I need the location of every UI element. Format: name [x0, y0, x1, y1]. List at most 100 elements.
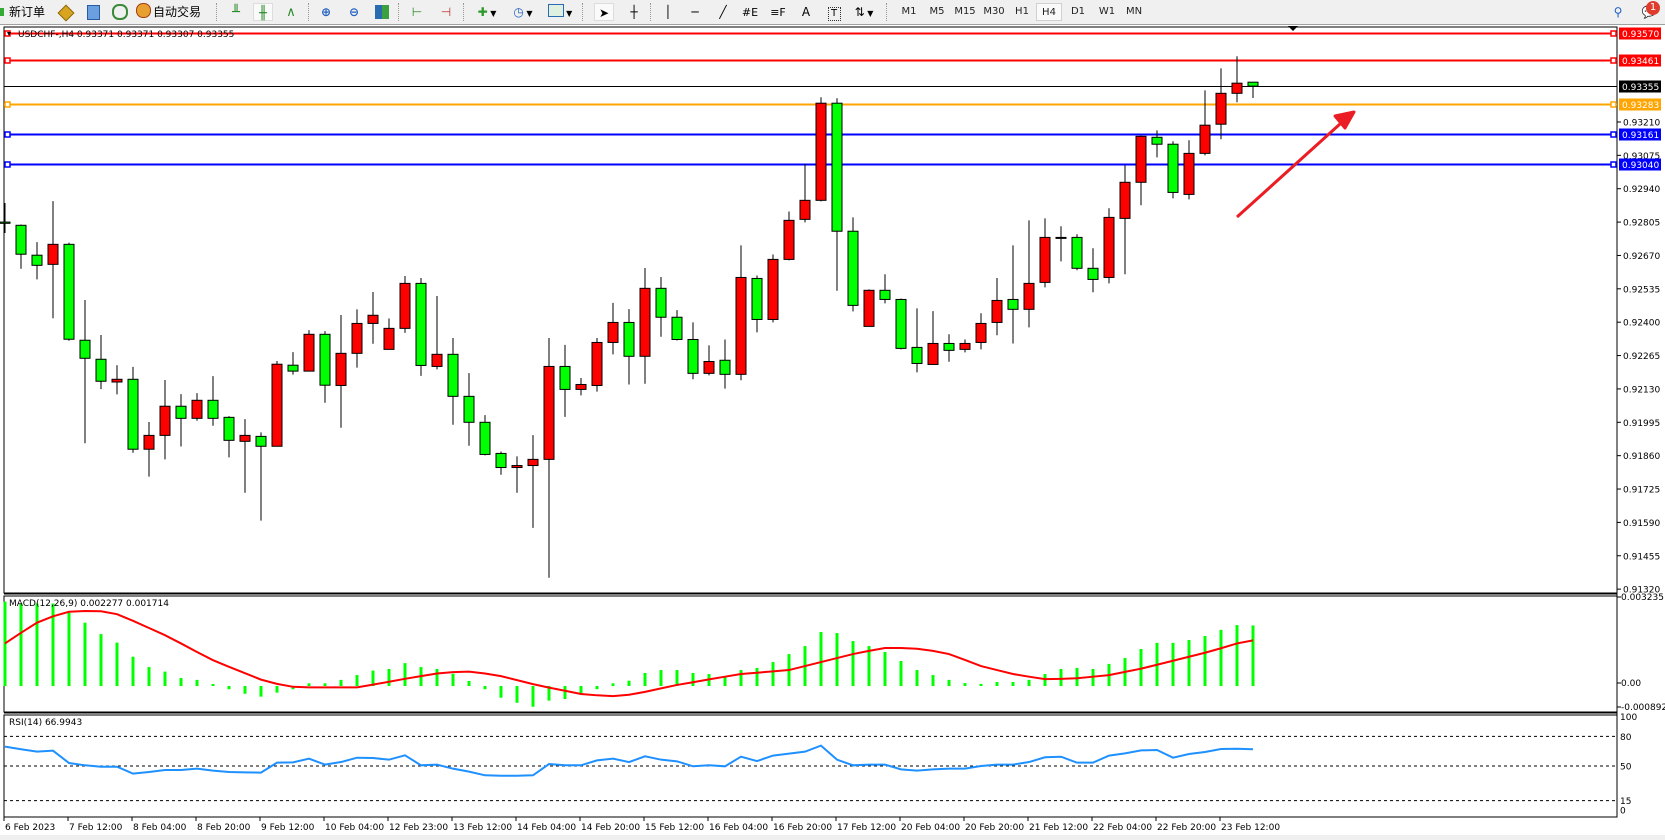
candle: [1199, 90, 1211, 156]
candle: [591, 338, 603, 392]
candle-body: [0, 221, 11, 224]
macd-histogram-bar: [99, 634, 103, 686]
vertical-line-button[interactable]: │: [658, 3, 678, 21]
horizontal-level-line[interactable]: 0.93283: [4, 98, 1661, 112]
separator: [650, 3, 653, 21]
chart-shift-button[interactable]: ⊣: [436, 3, 456, 21]
cursor-icon: ➤: [598, 6, 610, 20]
candle: [943, 334, 955, 362]
horizontal-level-line[interactable]: 0.93161: [4, 128, 1661, 142]
fibonacci-button[interactable]: ≡F: [768, 3, 788, 21]
macd-histogram-bar: [819, 632, 823, 686]
zoom-in-button[interactable]: ⊕: [316, 3, 336, 21]
macd-histogram-bar: [1075, 667, 1079, 686]
current-price-line[interactable]: 0.93355: [4, 80, 1661, 94]
macd-histogram-bar: [371, 670, 375, 686]
trend-arrow[interactable]: [1235, 110, 1356, 219]
bar-chart-button[interactable]: ╨: [226, 3, 246, 21]
timeframe-m30-button[interactable]: M30: [983, 6, 1005, 17]
price-tick-label: 0.91860: [1623, 452, 1660, 462]
timeframe-w1-button[interactable]: W1: [1098, 6, 1116, 17]
timeframe-m1-button[interactable]: M1: [901, 6, 917, 17]
candle: [1231, 56, 1243, 103]
macd-histogram-bar: [1235, 625, 1239, 686]
templates-dropdown[interactable]: ▼: [545, 3, 575, 21]
equidistant-channel-button[interactable]: #E: [740, 3, 760, 21]
macd-histogram-bar: [355, 675, 359, 686]
candle-body: [863, 289, 875, 327]
notifications-button[interactable]: 💬1: [1636, 1, 1662, 21]
chevron-down-icon: ▼: [523, 9, 533, 18]
auto-scroll-button[interactable]: ⊢: [407, 3, 427, 21]
time-axis-label: 10 Feb 04:00: [325, 823, 384, 833]
candle: [31, 242, 43, 280]
price-label-bg: [1619, 80, 1661, 93]
periods-dropdown[interactable]: ◷ ▼: [508, 3, 538, 21]
macd-histogram-bar: [211, 684, 215, 686]
candle-body: [303, 333, 315, 372]
timeframe-m15-button[interactable]: M15: [954, 6, 976, 17]
tile-windows-icon: [375, 5, 389, 19]
horizontal-level-line[interactable]: 0.93570: [4, 27, 1661, 41]
arrows-dropdown[interactable]: ⇅ ▼: [850, 3, 878, 21]
candle: [575, 378, 587, 396]
macd-axis-label: 0.003235: [1621, 593, 1664, 603]
candle-body: [1119, 181, 1131, 219]
text-tool-button[interactable]: A: [796, 3, 816, 21]
chart-canvas[interactable]: 0.93210 0.93075 0.92940 0.92805 0.92670 0.925…: [0, 25, 1665, 835]
chart-shift-marker-icon[interactable]: [1288, 26, 1298, 31]
candle: [719, 339, 731, 389]
market-watch-button[interactable]: [56, 3, 76, 22]
search-button[interactable]: ⚲: [1608, 3, 1628, 21]
macd-histogram-bar: [451, 673, 455, 686]
candle-body: [735, 276, 747, 375]
zoom-out-button[interactable]: ⊖: [344, 3, 364, 21]
tile-windows-button[interactable]: [372, 3, 392, 21]
timeframe-h4-button[interactable]: H4: [1036, 3, 1062, 21]
data-window-button[interactable]: [83, 3, 103, 21]
navigator-button[interactable]: [110, 3, 130, 21]
zoom-in-icon: ⊕: [320, 5, 332, 19]
chart-menu-triangle-icon[interactable]: [7, 32, 11, 36]
candle-body: [111, 378, 123, 383]
bar-chart-icon: ╨: [232, 5, 240, 20]
new-order-button[interactable]: 新订单: [6, 3, 48, 21]
macd-histogram-bar: [755, 667, 759, 686]
candle-body: [1215, 92, 1227, 125]
separator: [582, 3, 585, 21]
macd-histogram-bar: [947, 679, 951, 686]
horizontal-level-line[interactable]: 0.93461: [4, 54, 1661, 68]
timeframe-mn-button[interactable]: MN: [1125, 6, 1143, 17]
indicators-dropdown[interactable]: ✚ ▼: [472, 3, 502, 21]
level-handle-icon: [1610, 57, 1617, 64]
candlestick-chart-button[interactable]: ╫: [253, 3, 273, 21]
notification-badge: 1: [1646, 1, 1660, 15]
horizontal-line-button[interactable]: ─: [685, 3, 705, 21]
candle-body: [367, 314, 379, 324]
candle: [991, 277, 1003, 336]
rsi-axis-label: 0: [1620, 806, 1626, 816]
text-label-button[interactable]: T: [824, 3, 844, 21]
macd-histogram-bar: [467, 680, 471, 686]
line-chart-button[interactable]: ∧: [281, 3, 301, 21]
timeframe-d1-button[interactable]: D1: [1070, 6, 1086, 17]
chevron-down-icon: ▼: [487, 9, 497, 18]
zoom-out-icon: ⊖: [348, 5, 360, 19]
candle-body: [207, 399, 219, 419]
trendline-button[interactable]: ╱: [713, 3, 733, 21]
macd-histogram-bar: [67, 612, 71, 686]
candle: [47, 201, 59, 319]
auto-trading-button[interactable]: 自动交易: [136, 3, 208, 21]
horizontal-level-line[interactable]: 0.93040: [4, 158, 1661, 172]
crosshair-tool-button[interactable]: ┼: [624, 3, 644, 21]
candle-body: [767, 258, 779, 320]
timeframe-h1-button[interactable]: H1: [1015, 6, 1029, 17]
timeframe-m5-button[interactable]: M5: [929, 6, 945, 17]
cursor-tool-button[interactable]: ➤: [594, 3, 614, 21]
candle-body: [463, 395, 475, 423]
macd-histogram-bar: [883, 651, 887, 686]
chart-window[interactable]: 0.93210 0.93075 0.92940 0.92805 0.92670 0.925…: [0, 25, 1665, 835]
macd-histogram-bar: [1011, 682, 1015, 686]
candle-body: [927, 342, 939, 365]
candle: [639, 268, 651, 384]
